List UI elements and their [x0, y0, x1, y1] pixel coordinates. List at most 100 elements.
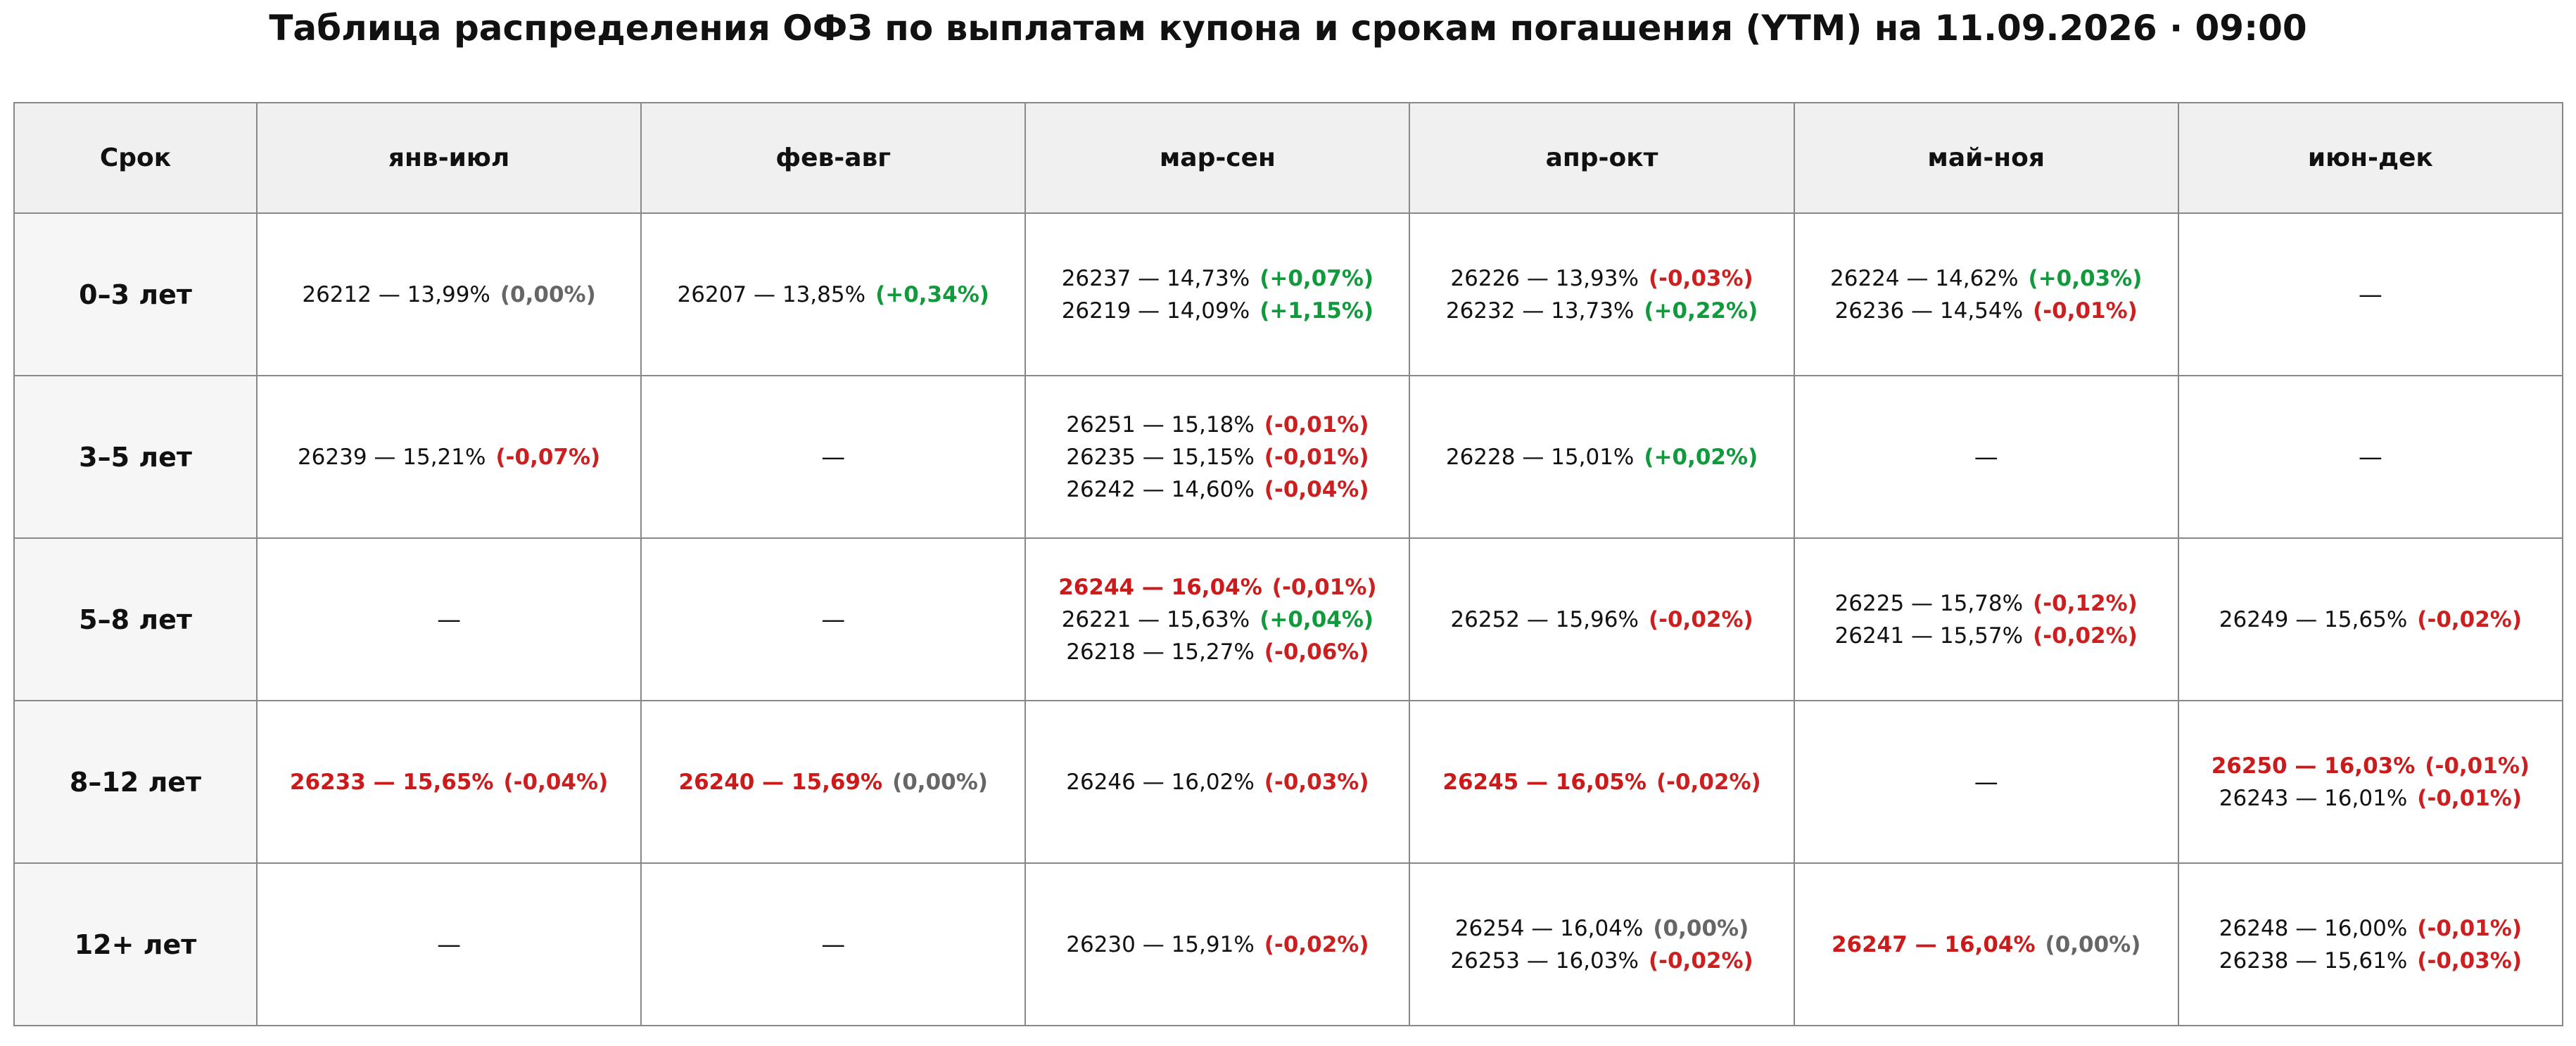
bond-entry: 26219 — 14,09% (+1,15%): [1026, 295, 1409, 327]
bond-entry: 26235 — 15,15% (-0,01%): [1026, 441, 1409, 473]
yield-change: (-0,02%): [1648, 606, 1753, 632]
bond-entry: 26236 — 14,54% (-0,01%): [1795, 295, 2178, 327]
bond-entry: 26232 — 13,73% (+0,22%): [1410, 295, 1793, 327]
yield-change: (0,00%): [1653, 915, 1749, 941]
bond-entry: 26254 — 16,04% (0,00%): [1410, 912, 1793, 945]
bond-cell: 26233 — 15,65% (-0,04%): [255, 700, 642, 864]
bond-cell: 26237 — 14,73% (+0,07%) 26219 — 14,09% (+1,…: [1024, 212, 1411, 376]
yield-change: (+0,04%): [1260, 606, 1374, 632]
yield-change: (-0,01%): [2417, 785, 2523, 811]
yield-change: (-0,01%): [1264, 412, 1369, 438]
bond-cell: 26240 — 15,69% (0,00%): [640, 700, 1027, 864]
title: Таблица распределения ОФЗ по выплатам ку…: [269, 8, 2307, 49]
bond-entry: 26253 — 16,03% (-0,02%): [1410, 945, 1793, 977]
yield-change: (+0,07%): [1260, 265, 1374, 291]
bond-entry: 26237 — 14,73% (+0,07%): [1026, 262, 1409, 295]
empty-cell: —: [255, 862, 642, 1026]
bond-yield: 26250 — 16,03%: [2211, 753, 2416, 779]
yield-change: (-0,07%): [495, 444, 601, 470]
bond-entry: 26243 — 16,01% (-0,01%): [2179, 782, 2562, 815]
bond-cell: 26239 — 15,21% (-0,07%): [255, 375, 642, 539]
bond-yield: 26207 — 13,85%: [677, 281, 866, 307]
bond-entry: 26233 — 15,65% (-0,04%): [258, 766, 640, 798]
bond-entry: 26247 — 16,04% (0,00%): [1795, 929, 2178, 961]
yield-change: (0,00%): [2045, 931, 2141, 957]
bond-cell: 26247 — 16,04% (0,00%): [1793, 862, 2179, 1026]
yield-change: (-0,02%): [2033, 623, 2138, 649]
yield-change: (-0,03%): [2417, 948, 2523, 974]
bond-entry: 26230 — 15,91% (-0,02%): [1026, 929, 1409, 961]
row-label: 3–5 лет: [13, 375, 258, 539]
empty-cell: —: [640, 862, 1027, 1026]
bond-yield: 26249 — 15,65%: [2219, 606, 2408, 632]
bond-yield: 26247 — 16,04%: [1831, 931, 2036, 957]
bond-yield: 26226 — 13,93%: [1450, 265, 1639, 291]
bond-yield: 26253 — 16,03%: [1450, 948, 1639, 974]
bond-entry: 26238 — 15,61% (-0,03%): [2179, 945, 2562, 977]
yield-change: (-0,01%): [1264, 444, 1369, 470]
bond-yield: 26243 — 16,01%: [2219, 785, 2408, 811]
yield-change: (-0,12%): [2033, 590, 2138, 616]
bond-entry: 26218 — 15,27% (-0,06%): [1026, 636, 1409, 668]
bond-entry: 26239 — 15,21% (-0,07%): [258, 441, 640, 473]
column-header: июн-дек: [2177, 102, 2564, 214]
bond-entry: 26228 — 15,01% (+0,02%): [1410, 441, 1793, 473]
yield-change: (-0,02%): [1648, 948, 1753, 974]
empty-cell: —: [640, 537, 1027, 701]
bond-cell: 26248 — 16,00% (-0,01%) 26238 — 15,61% (-0,…: [2177, 862, 2564, 1026]
yield-change: (-0,01%): [1271, 574, 1377, 600]
bond-cell: 26230 — 15,91% (-0,02%): [1024, 862, 1411, 1026]
bond-cell: 26249 — 15,65% (-0,02%): [2177, 537, 2564, 701]
bond-yield: 26221 — 15,63%: [1061, 606, 1250, 632]
bond-yield: 26248 — 16,00%: [2219, 915, 2408, 941]
bond-yield: 26235 — 15,15%: [1066, 444, 1255, 470]
bond-entry: 26245 — 16,05% (-0,02%): [1410, 766, 1793, 798]
bond-cell: 26250 — 16,03% (-0,01%) 26243 — 16,01% (-0,…: [2177, 700, 2564, 864]
bond-entry: 26212 — 13,99% (0,00%): [258, 279, 640, 311]
bond-entry: 26226 — 13,93% (-0,03%): [1410, 262, 1793, 295]
yield-change: (-0,04%): [1264, 476, 1369, 502]
column-header: фев-авг: [640, 102, 1027, 214]
bond-yield: 26246 — 16,02%: [1066, 769, 1255, 795]
header-row: Срок янв-июл фев-авг мар-сен апр-окт май-ноя и…: [13, 102, 2564, 214]
bond-entry: 26249 — 15,65% (-0,02%): [2179, 604, 2562, 636]
bond-yield: 26254 — 16,04%: [1454, 915, 1644, 941]
bond-entry: 26251 — 15,18% (-0,01%): [1026, 409, 1409, 441]
bond-entry: 26240 — 15,69% (0,00%): [642, 766, 1024, 798]
yield-change: (+0,34%): [875, 281, 989, 307]
empty-cell: —: [2177, 212, 2564, 376]
bond-yield: 26252 — 15,96%: [1450, 606, 1639, 632]
bond-entry: 26241 — 15,57% (-0,02%): [1795, 620, 2178, 652]
empty-cell: —: [1793, 375, 2179, 539]
bond-entry: 26242 — 14,60% (-0,04%): [1026, 473, 1409, 506]
bond-yield: 26239 — 15,21%: [297, 444, 486, 470]
yield-change: (-0,01%): [2425, 753, 2530, 779]
bond-cell: 26245 — 16,05% (-0,02%): [1409, 700, 1795, 864]
bond-yield: 26242 — 14,60%: [1066, 476, 1255, 502]
bond-yield: 26237 — 14,73%: [1061, 265, 1250, 291]
bond-entry: 26225 — 15,78% (-0,12%): [1795, 587, 2178, 620]
bond-yield: 26233 — 15,65%: [289, 769, 494, 795]
bond-table: Срок янв-июл фев-авг мар-сен апр-окт май-ноя и…: [13, 102, 2564, 1026]
yield-change: (+0,22%): [1644, 298, 1758, 324]
bond-yield: 26240 — 15,69%: [678, 769, 883, 795]
bond-yield: 26218 — 15,27%: [1066, 639, 1255, 665]
bond-cell: 26224 — 14,62% (+0,03%) 26236 — 14,54% (-0,…: [1793, 212, 2179, 376]
yield-change: (0,00%): [892, 769, 988, 795]
table-row: 5–8 лет — —26244 — 16,04% (-0,01%) 26221 — 1…: [13, 537, 2564, 701]
yield-change: (+0,02%): [1644, 444, 1758, 470]
yield-change: (-0,03%): [1648, 265, 1753, 291]
bond-yield: 26245 — 16,05%: [1442, 769, 1647, 795]
bond-yield: 26230 — 15,91%: [1066, 931, 1255, 957]
bond-entry: 26244 — 16,04% (-0,01%): [1026, 571, 1409, 604]
bond-yield: 26232 — 13,73%: [1445, 298, 1635, 324]
bond-entry: 26207 — 13,85% (+0,34%): [642, 279, 1024, 311]
yield-change: (-0,01%): [2417, 915, 2523, 941]
empty-cell: —: [2177, 375, 2564, 539]
column-header: Срок: [13, 102, 258, 214]
table-row: 12+ лет — —26230 — 15,91% (-0,02%) 26254 — 1…: [13, 862, 2564, 1026]
yield-change: (+1,15%): [1260, 298, 1374, 324]
empty-cell: —: [1793, 700, 2179, 864]
bond-cell: 26246 — 16,02% (-0,03%): [1024, 700, 1411, 864]
